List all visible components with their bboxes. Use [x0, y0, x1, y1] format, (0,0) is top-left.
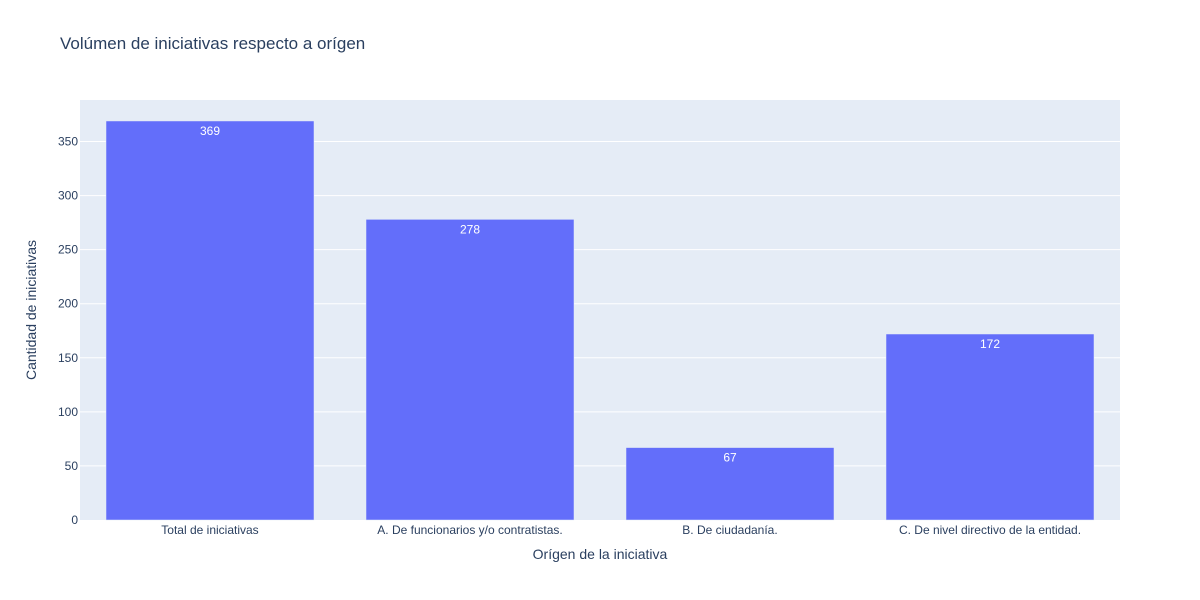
y-tick-label: 150 [58, 351, 78, 365]
y-tick-label: 300 [58, 189, 78, 203]
chart-title: Volúmen de iniciativas respecto a orígen [60, 34, 366, 53]
y-axis-title: Cantidad de iniciativas [23, 240, 39, 380]
y-tick-label: 100 [58, 405, 78, 419]
bar-value-label: 369 [200, 124, 220, 138]
bar[interactable] [105, 120, 315, 521]
x-tick-label: C. De nivel directivo de la entidad. [899, 523, 1081, 537]
x-axis-ticks: Total de iniciativas A. De funcionarios y… [161, 523, 1081, 537]
bar[interactable] [885, 333, 1095, 521]
x-tick-label: Total de iniciativas [161, 523, 258, 537]
bar-value-label: 278 [460, 222, 480, 236]
bar-value-label: 172 [980, 337, 1000, 351]
bar-value-label: 67 [723, 451, 737, 465]
y-tick-label: 50 [65, 459, 79, 473]
x-axis-title: Orígen de la iniciativa [533, 546, 668, 562]
y-axis-ticks: 0 50 100 150 200 250 300 350 [58, 135, 78, 527]
y-tick-label: 250 [58, 243, 78, 257]
x-tick-label: A. De funcionarios y/o contratistas. [377, 523, 562, 537]
bar[interactable] [365, 219, 575, 521]
y-tick-label: 200 [58, 297, 78, 311]
bar[interactable] [625, 447, 835, 521]
x-tick-label: B. De ciudadanía. [682, 523, 777, 537]
bars: 369 278 67 172 [105, 120, 1095, 521]
y-tick-label: 0 [71, 513, 78, 527]
y-tick-label: 350 [58, 135, 78, 149]
